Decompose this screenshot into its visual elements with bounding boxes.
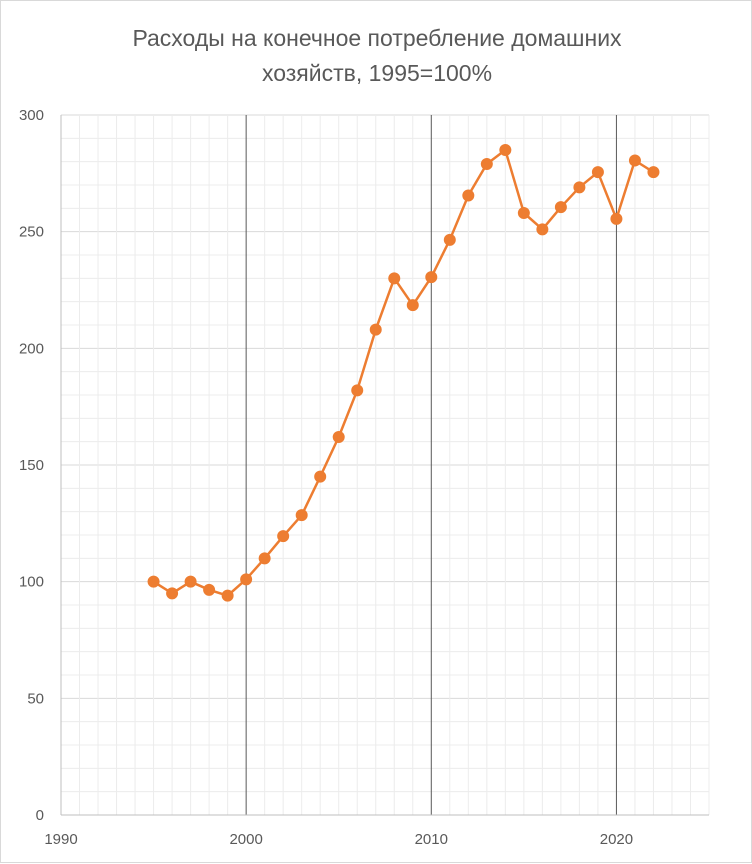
y-tick-label-0: 0 (36, 807, 44, 824)
y-tick-label-50: 50 (27, 690, 44, 707)
data-point-2019 (591, 166, 604, 179)
data-point-1997 (184, 575, 197, 588)
series-line (152, 148, 655, 597)
y-tick-label-150: 150 (19, 457, 44, 474)
data-point-2015 (517, 207, 530, 219)
data-point-2016 (536, 223, 549, 236)
data-point-1998 (203, 583, 216, 596)
chart-title-line-1: Расходы на конечное потребление домашних (132, 25, 622, 51)
data-point-2021 (628, 154, 641, 167)
data-point-2000 (240, 573, 253, 586)
data-point-2012 (462, 189, 475, 202)
x-tick-label-2020: 2020 (600, 831, 633, 848)
data-point-2002 (277, 530, 290, 543)
data-point-2003 (295, 509, 308, 522)
data-point-2017 (554, 201, 567, 214)
data-point-2004 (314, 470, 327, 483)
x-tick-label-2000: 2000 (229, 831, 262, 848)
data-point-1999 (221, 589, 234, 602)
y-tick-label-200: 200 (19, 340, 44, 357)
data-point-2018 (573, 181, 586, 194)
x-tick-label-1990: 1990 (44, 831, 77, 848)
data-point-2020 (610, 212, 623, 225)
data-point-2013 (480, 158, 493, 170)
data-point-2007 (369, 323, 382, 336)
data-point-1995 (147, 575, 160, 588)
chart-title-line-2: хозяйств, 1995=100% (262, 60, 492, 86)
data-series (147, 144, 660, 602)
data-point-2008 (388, 272, 401, 285)
data-point-2014 (499, 144, 512, 156)
axes (60, 115, 709, 816)
minor-gridlines (61, 114, 710, 816)
y-tick-label-250: 250 (19, 224, 44, 241)
data-point-2005 (332, 431, 345, 443)
data-point-2009 (406, 299, 419, 312)
y-tick-label-300: 300 (19, 107, 44, 124)
data-point-2022 (647, 166, 660, 179)
data-point-2001 (258, 552, 271, 565)
y-tick-label-100: 100 (19, 574, 44, 591)
x-tick-label-2010: 2010 (415, 831, 448, 848)
tick-labels: 0 50 100 150 200 250 300 1990 2000 2010 2020 (19, 107, 633, 848)
data-point-2011 (443, 233, 456, 246)
data-point-2006 (351, 384, 364, 397)
data-point-1996 (166, 587, 179, 600)
major-gridlines (245, 115, 617, 815)
data-point-2010 (425, 271, 438, 284)
